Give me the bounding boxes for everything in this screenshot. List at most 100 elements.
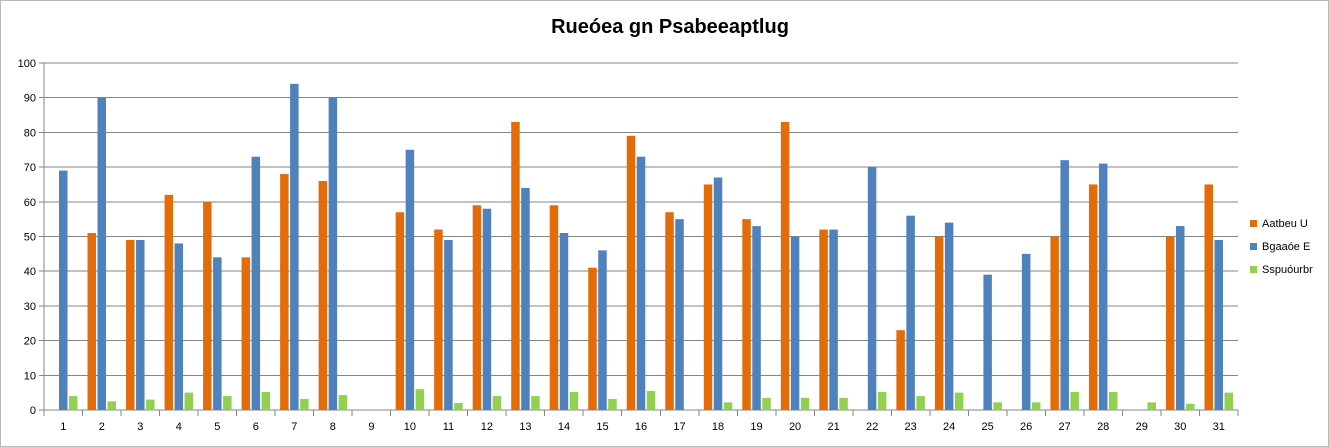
bar	[300, 398, 309, 410]
bar	[993, 402, 1002, 410]
y-tick-label: 100	[18, 58, 36, 70]
bar	[790, 236, 800, 410]
bar	[1108, 391, 1118, 410]
y-tick-label: 90	[24, 93, 36, 105]
bar	[742, 219, 751, 410]
bar	[906, 215, 915, 410]
chart-title: Rueóea gn Psabeeaptlug	[551, 16, 789, 38]
bar	[1204, 184, 1213, 410]
bar	[1165, 236, 1175, 410]
bar	[318, 180, 328, 410]
bar	[290, 83, 299, 410]
bar	[395, 212, 405, 410]
x-tick-label: 14	[558, 421, 570, 433]
y-tick-label: 70	[24, 162, 36, 174]
bar	[569, 391, 579, 410]
bar	[338, 395, 348, 410]
bar	[472, 205, 482, 410]
legend-swatch	[1250, 243, 1257, 250]
bar	[646, 390, 656, 410]
bar	[1224, 392, 1233, 410]
y-tick-label: 20	[24, 336, 36, 348]
legend-item: Sspuóurbr	[1250, 258, 1313, 281]
bar	[454, 403, 463, 410]
bar	[867, 167, 877, 410]
x-tick-label: 2	[99, 421, 105, 433]
x-tick-label: 27	[1059, 421, 1071, 433]
x-tick-label: 30	[1174, 421, 1186, 433]
bar	[588, 267, 597, 410]
x-tick-label: 12	[481, 421, 493, 433]
bar	[59, 170, 68, 410]
x-tick-label: 20	[789, 421, 801, 433]
x-tick-label: 3	[137, 421, 143, 433]
bar	[1214, 239, 1223, 410]
bar	[521, 187, 530, 410]
bar	[819, 229, 828, 410]
bar	[69, 396, 78, 410]
bar	[1185, 403, 1195, 410]
bar	[549, 205, 559, 410]
bar	[415, 389, 425, 410]
x-tick-label: 31	[1213, 421, 1225, 433]
x-tick-label: 24	[943, 421, 955, 433]
x-tick-label: 18	[712, 421, 724, 433]
y-tick-label: 10	[24, 370, 36, 382]
y-tick-label: 30	[24, 301, 36, 313]
bar	[665, 212, 674, 410]
bar	[261, 391, 271, 410]
bar	[126, 239, 135, 410]
bar	[241, 257, 251, 410]
bar	[203, 201, 212, 410]
bar	[916, 396, 925, 410]
bar	[87, 233, 97, 410]
bar	[1070, 391, 1079, 410]
bar	[97, 97, 107, 410]
bar	[184, 392, 194, 410]
x-tick-label: 22	[866, 421, 878, 433]
bar	[164, 194, 174, 410]
legend-label: Aatbeu U	[1262, 217, 1308, 230]
y-tick-label: 50	[24, 232, 36, 244]
bar	[328, 97, 338, 410]
bar	[752, 226, 761, 410]
bar	[675, 219, 684, 410]
bar	[251, 156, 261, 410]
bar	[829, 229, 838, 410]
x-tick-label: 16	[635, 421, 647, 433]
bar	[434, 229, 443, 410]
bar	[1098, 163, 1108, 410]
x-tick-label: 9	[368, 421, 374, 433]
legend-label: Bgaaóe E	[1262, 240, 1311, 253]
bar	[877, 391, 887, 410]
bar	[839, 397, 848, 410]
x-tick-label: 29	[1136, 421, 1148, 433]
x-tick-label: 6	[253, 421, 259, 433]
bar	[944, 222, 954, 410]
bar	[280, 174, 289, 410]
bar	[800, 397, 810, 410]
x-tick-label: 11	[443, 421, 454, 433]
x-tick-label: 26	[1020, 421, 1032, 433]
bar	[1050, 236, 1059, 410]
bar	[1031, 402, 1041, 410]
x-tick-label: 17	[673, 421, 685, 433]
bar	[1147, 402, 1156, 410]
x-tick-label: 4	[176, 421, 182, 433]
x-tick-label: 1	[60, 421, 66, 433]
bar	[146, 399, 155, 410]
bar	[531, 396, 540, 410]
bar	[1060, 160, 1069, 410]
legend-swatch	[1250, 266, 1257, 273]
bar	[608, 398, 617, 410]
bar	[626, 135, 636, 410]
x-tick-label: 7	[291, 421, 297, 433]
legend-item: Aatbeu U	[1250, 212, 1313, 235]
bar	[444, 239, 453, 410]
bar	[482, 208, 492, 410]
bar	[598, 250, 607, 410]
bar	[1175, 226, 1185, 410]
bar	[703, 184, 713, 410]
bar	[174, 243, 184, 410]
